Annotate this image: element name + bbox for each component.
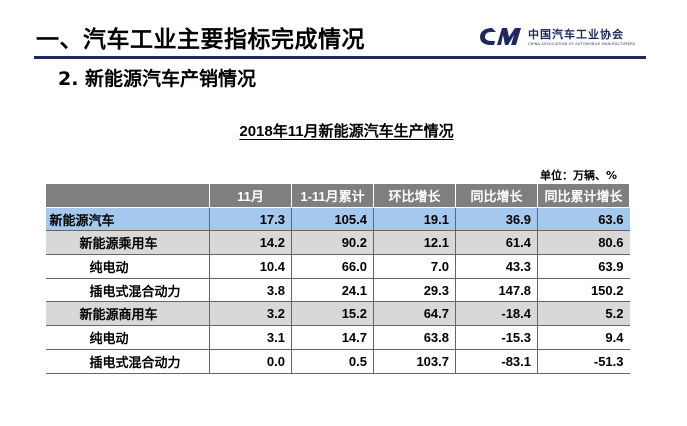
- cell-value: -83.1: [455, 349, 538, 374]
- cell-value: 3.2: [209, 301, 292, 327]
- caam-logo-icon: [480, 28, 521, 45]
- cell-value: -15.3: [455, 325, 538, 350]
- cell-value: 9.4: [537, 325, 630, 350]
- cell-value: -18.4: [455, 301, 538, 327]
- caam-logo: 中国汽车工业协会 CHINA ASSOCIATION OF AUTOMOBILE…: [478, 22, 646, 52]
- cell-value: 36.9: [455, 207, 538, 232]
- table-row: 新能源乘用车 14.2 90.2 12.1 61.4 80.6: [45, 230, 630, 256]
- column-header: 同比增长: [455, 183, 538, 208]
- header-divider: [34, 56, 646, 59]
- cell-value: 64.7: [373, 301, 456, 327]
- cell-value: 17.3: [209, 207, 292, 232]
- cell-value: 29.3: [373, 278, 456, 303]
- column-header: 1-11月累计: [291, 183, 374, 208]
- table-header-row: 11月 1-11月累计 环比增长 同比增长 同比累计增长: [45, 183, 630, 208]
- column-header: 环比增长: [373, 183, 456, 208]
- cell-value: 80.6: [537, 230, 630, 256]
- cell-value: 63.8: [373, 325, 456, 350]
- table-row: 纯电动 10.4 66.0 7.0 43.3 63.9: [45, 254, 630, 279]
- cell-value: 0.5: [291, 349, 374, 374]
- cell-value: 61.4: [455, 230, 538, 256]
- logo-chinese-name: 中国汽车工业协会: [528, 28, 624, 41]
- cell-value: 43.3: [455, 254, 538, 279]
- slide-header: 一、汽车工业主要指标完成情况 中国汽车工业协会 CHINA ASSOCIATIO…: [0, 0, 687, 60]
- cell-value: 147.8: [455, 278, 538, 303]
- cell-value: 19.1: [373, 207, 456, 232]
- slide-subtitle: 2. 新能源汽车产销情况: [58, 68, 257, 90]
- column-header: 11月: [209, 183, 292, 208]
- unit-label: 单位：万辆、%: [540, 169, 618, 182]
- table-title: 2018年11月新能源汽车生产情况: [239, 123, 454, 140]
- cell-value: 7.0: [373, 254, 456, 279]
- cell-value: 90.2: [291, 230, 374, 256]
- cell-value: 150.2: [537, 278, 630, 303]
- cell-value: -51.3: [537, 349, 630, 374]
- table-title-wrap: 2018年11月新能源汽车生产情况: [0, 120, 687, 141]
- table-row: 插电式混合动力 3.8 24.1 29.3 147.8 150.2: [45, 278, 630, 303]
- cell-value: 5.2: [537, 301, 630, 327]
- cell-value: 14.2: [209, 230, 292, 256]
- table-row: 新能源商用车 3.2 15.2 64.7 -18.4 5.2: [45, 301, 630, 327]
- production-table: 11月 1-11月累计 环比增长 同比增长 同比累计增长 新能源汽车 17.3 …: [45, 183, 630, 374]
- row-label: 插电式混合动力: [45, 349, 210, 374]
- cell-value: 12.1: [373, 230, 456, 256]
- cell-value: 24.1: [291, 278, 374, 303]
- cell-value: 10.4: [209, 254, 292, 279]
- cell-value: 14.7: [291, 325, 374, 350]
- row-label: 新能源汽车: [45, 207, 210, 232]
- table-row: 纯电动 3.1 14.7 63.8 -15.3 9.4: [45, 325, 630, 350]
- cell-value: 3.8: [209, 278, 292, 303]
- cell-value: 15.2: [291, 301, 374, 327]
- logo-english-name: CHINA ASSOCIATION OF AUTOMOBILE MANUFACT…: [528, 42, 636, 46]
- row-label: 纯电动: [45, 325, 210, 350]
- cell-value: 0.0: [209, 349, 292, 374]
- table-row: 新能源汽车 17.3 105.4 19.1 36.9 63.6: [45, 207, 630, 232]
- cell-value: 66.0: [291, 254, 374, 279]
- row-label: 纯电动: [45, 254, 210, 279]
- section-title: 一、汽车工业主要指标完成情况: [36, 27, 365, 53]
- cell-value: 3.1: [209, 325, 292, 350]
- cell-value: 63.6: [537, 207, 630, 232]
- column-header: 同比累计增长: [537, 183, 630, 208]
- cell-value: 105.4: [291, 207, 374, 232]
- row-label: 插电式混合动力: [45, 278, 210, 303]
- cell-value: 63.9: [537, 254, 630, 279]
- table-row: 插电式混合动力 0.0 0.5 103.7 -83.1 -51.3: [45, 349, 630, 374]
- row-label: 新能源乘用车: [45, 230, 210, 256]
- row-label: 新能源商用车: [45, 301, 210, 327]
- column-header: [45, 183, 210, 208]
- cell-value: 103.7: [373, 349, 456, 374]
